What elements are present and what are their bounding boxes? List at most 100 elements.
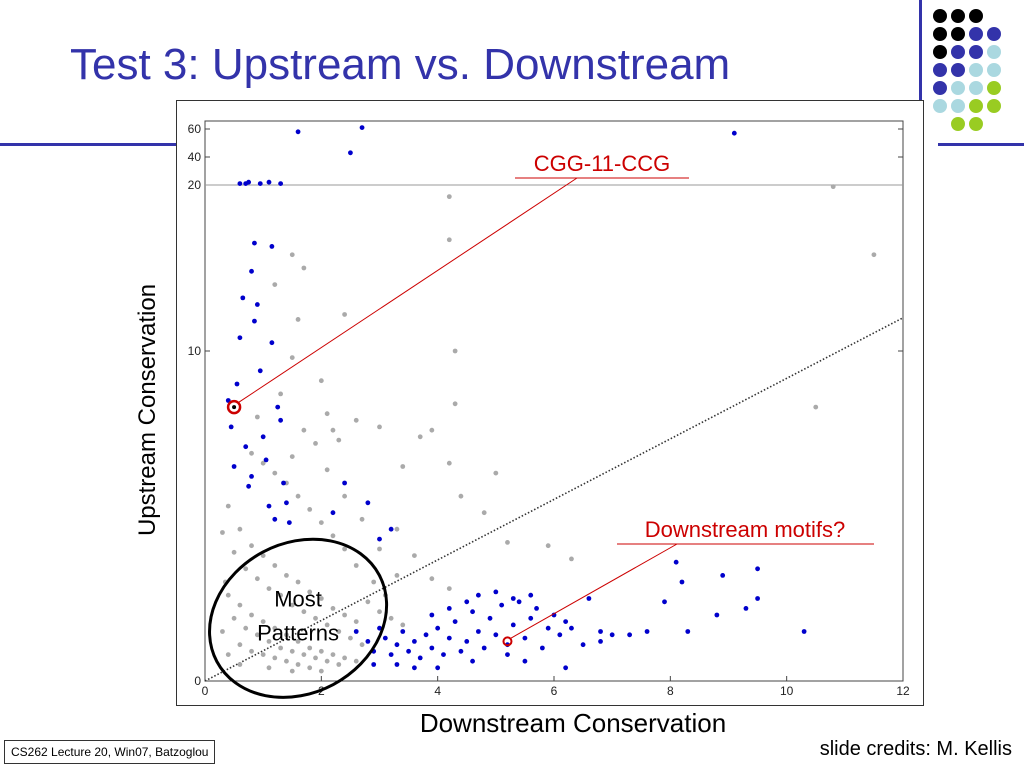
gray-data-point xyxy=(313,615,318,621)
gray-data-point xyxy=(342,655,347,661)
gray-data-point xyxy=(452,401,458,407)
blue-data-point xyxy=(252,240,257,246)
decor-dot xyxy=(951,81,965,95)
gray-data-point xyxy=(377,609,382,615)
gray-data-point xyxy=(231,549,237,555)
gray-data-point xyxy=(249,450,254,456)
gray-data-point xyxy=(330,652,336,657)
gray-data-point xyxy=(278,645,284,651)
gray-data-point xyxy=(225,592,231,598)
blue-data-point xyxy=(266,503,272,509)
blue-data-point xyxy=(481,645,487,651)
gray-data-point xyxy=(493,470,499,476)
y-tick-label: 10 xyxy=(188,344,202,358)
slide-credits: slide credits: M. Kellis xyxy=(819,738,1012,760)
blue-data-point xyxy=(435,625,441,631)
blue-data-point xyxy=(493,589,499,595)
blue-data-point xyxy=(237,181,243,186)
blue-data-point xyxy=(388,652,394,657)
gray-data-point xyxy=(336,662,342,667)
gray-data-point xyxy=(237,602,243,608)
blue-data-point xyxy=(446,606,452,611)
blue-data-point xyxy=(470,609,475,615)
blue-data-point xyxy=(246,483,252,489)
gray-data-point xyxy=(446,194,452,200)
decor-dot xyxy=(987,63,1001,77)
gray-data-point xyxy=(272,282,278,287)
blue-data-point xyxy=(510,622,516,628)
gray-data-point xyxy=(318,596,324,601)
gray-data-point xyxy=(237,526,243,532)
gray-data-point xyxy=(505,540,510,545)
blue-data-point xyxy=(714,612,720,618)
decor-dot xyxy=(951,63,965,77)
blue-data-point xyxy=(528,592,534,598)
blue-data-point xyxy=(269,340,275,346)
blue-data-point xyxy=(458,648,464,654)
decor-dot xyxy=(969,27,983,41)
vertical-accent-rule xyxy=(919,0,922,100)
decor-dot xyxy=(951,9,965,23)
blue-data-point xyxy=(563,665,569,671)
decor-dot xyxy=(933,81,947,95)
gray-data-point xyxy=(284,632,289,638)
decor-dot xyxy=(951,99,965,113)
gray-data-point xyxy=(289,602,295,608)
gray-data-point xyxy=(330,427,336,433)
cgg-label: CGG-11-CCG xyxy=(534,151,671,176)
gray-data-point xyxy=(260,619,266,624)
gray-data-point xyxy=(301,652,307,657)
decor-dot xyxy=(969,63,983,77)
blue-data-point xyxy=(353,629,359,634)
gray-data-point xyxy=(324,622,330,628)
gray-data-point xyxy=(446,237,452,243)
gray-data-point xyxy=(307,665,313,671)
gray-data-point xyxy=(871,252,877,258)
gray-data-point xyxy=(289,648,295,654)
blue-data-point xyxy=(365,500,371,506)
y-tick-label: 40 xyxy=(188,150,202,164)
blue-data-point xyxy=(423,632,429,638)
gray-data-point xyxy=(313,441,318,446)
blue-data-point xyxy=(586,596,592,601)
cgg-leader-line xyxy=(238,177,578,403)
gray-data-point xyxy=(278,592,284,598)
gray-data-point xyxy=(301,265,307,271)
decor-dot xyxy=(969,9,983,23)
x-tick-label: 10 xyxy=(780,684,794,698)
gray-data-point xyxy=(353,619,359,624)
decor-dot xyxy=(933,63,947,77)
decor-dot xyxy=(987,81,1001,95)
blue-data-point xyxy=(257,181,263,186)
gray-data-point xyxy=(220,530,225,535)
diagonal-reference-line xyxy=(204,317,904,682)
motif-label: Downstream motifs? xyxy=(645,517,846,542)
blue-data-point xyxy=(516,599,522,605)
gray-data-point xyxy=(307,645,313,651)
gray-data-point xyxy=(289,668,295,674)
y-axis-label: Upstream Conservation xyxy=(134,283,161,537)
decor-dot xyxy=(951,45,965,59)
gray-data-point xyxy=(330,533,336,539)
gray-data-point xyxy=(295,639,301,644)
blue-data-point xyxy=(598,629,603,634)
blue-data-point xyxy=(284,500,289,506)
blue-data-point xyxy=(510,596,516,601)
blue-data-point xyxy=(231,464,237,469)
gray-data-point xyxy=(225,503,231,509)
blue-data-point xyxy=(348,150,353,156)
most-patterns-label: Patterns xyxy=(257,620,339,645)
blue-data-point xyxy=(400,629,406,634)
gray-data-point xyxy=(342,312,347,317)
gray-data-point xyxy=(272,563,278,568)
most-patterns-ellipse xyxy=(208,537,389,699)
gray-data-point xyxy=(237,662,243,667)
blue-data-point xyxy=(731,130,737,136)
blue-data-point xyxy=(464,599,470,605)
gray-data-point xyxy=(237,642,243,648)
blue-data-point xyxy=(441,652,446,657)
gray-data-point xyxy=(289,252,295,258)
gray-data-point xyxy=(458,493,464,499)
blue-data-point xyxy=(394,662,400,667)
